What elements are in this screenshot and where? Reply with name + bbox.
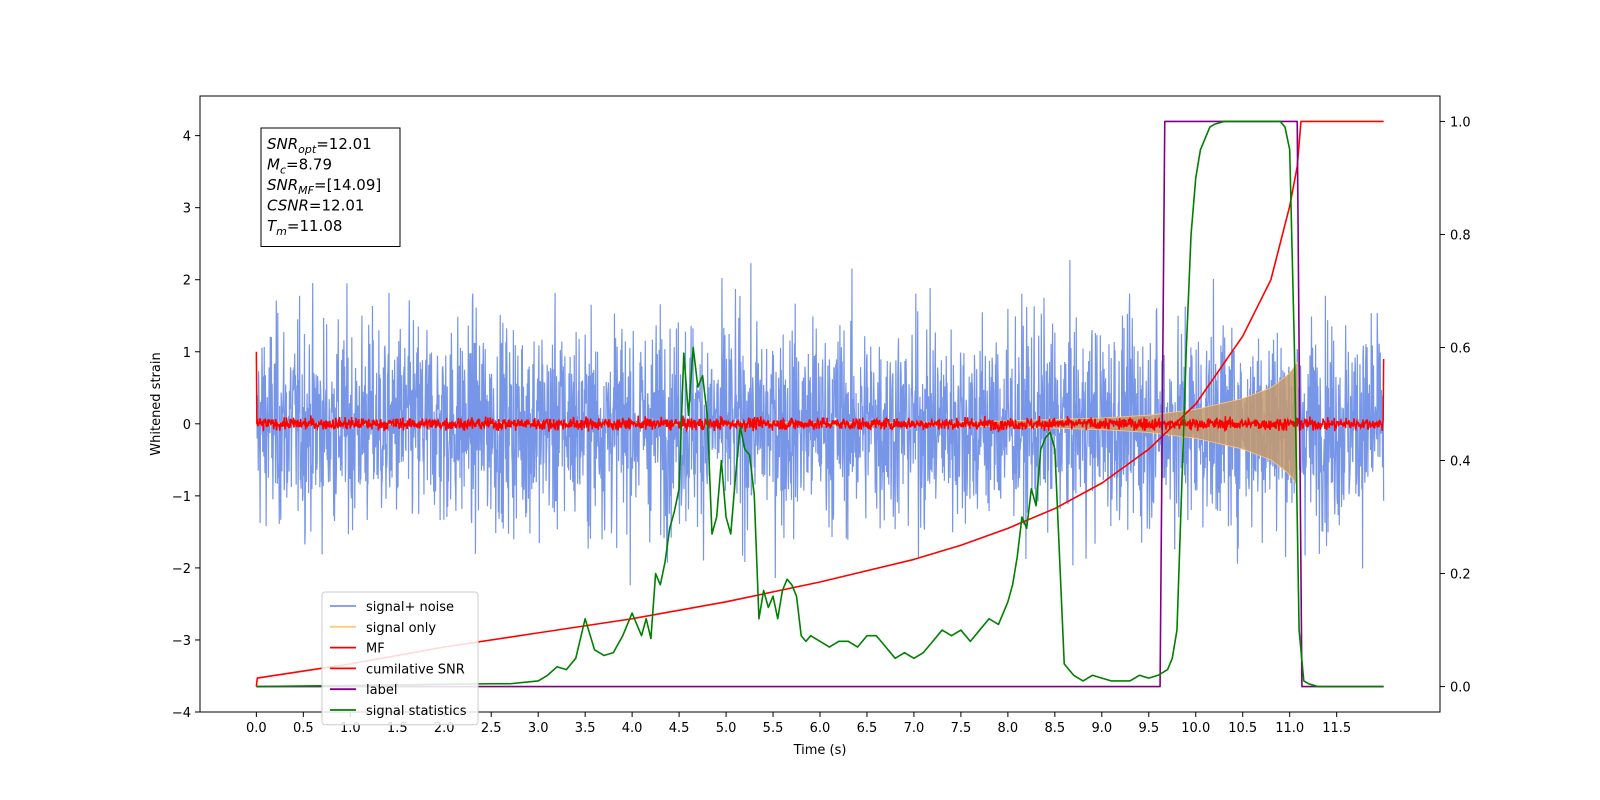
series-signal-noise [255, 259, 1385, 586]
legend-label: signal+ noise [366, 600, 454, 615]
y-tick-label: 3 [183, 202, 191, 217]
y-tick-label: 4 [183, 130, 191, 145]
legend-label: label [366, 683, 397, 698]
series-mf [255, 351, 1385, 433]
x-tick-label: 4.0 [622, 721, 643, 736]
x-tick-label: 0.5 [293, 721, 314, 736]
legend-frame [321, 591, 479, 726]
annotation-line: Mc=8.79 [267, 156, 332, 177]
legend-label: signal statistics [366, 704, 467, 719]
y-tick-label: −2 [172, 562, 191, 577]
y2-tick-label: 1.0 [1450, 115, 1471, 130]
y2-tick-label: 0.4 [1450, 455, 1471, 470]
x-tick-label: 11.5 [1322, 721, 1351, 736]
x-tick-label: 6.0 [810, 721, 831, 736]
x-tick-label: 7.0 [904, 721, 925, 736]
y-tick-label: 1 [183, 346, 191, 361]
annotation-frame [260, 127, 401, 247]
x-tick-label: 9.0 [1091, 721, 1112, 736]
x-tick-label: 3.5 [575, 721, 596, 736]
x-tick-label: 4.5 [669, 721, 690, 736]
annotation-line: SNRopt=12.01 [267, 135, 372, 156]
series-signal-statistics [256, 120, 1384, 688]
y2-tick-label: 0.8 [1450, 228, 1471, 243]
legend-label: MF [366, 642, 385, 657]
y-axis-label: Whitened strain [149, 352, 164, 455]
y2-tick-label: 0.0 [1450, 681, 1471, 696]
y-tick-label: −1 [172, 490, 191, 505]
axes-layer: 0.0 0.5 1.0 1.5 2.0 2.5 3.0 3.5 4.0 4.5 5.0 5.5 6.0 6… [172, 115, 1471, 736]
y2-tick-label: 0.2 [1450, 568, 1471, 583]
x-tick-label: 5.0 [716, 721, 737, 736]
annotation-box: SNRopt=12.01Mc=8.79SNRMF=[14.09]CSNR=12.… [260, 127, 401, 247]
annotation-line: CSNR=12.01 [267, 197, 364, 215]
x-tick-label: 5.5 [763, 721, 784, 736]
x-tick-label: 3.0 [528, 721, 549, 736]
x-tick-label: 10.5 [1228, 721, 1257, 736]
y-tick-label: −3 [172, 634, 191, 649]
x-tick-label: 9.5 [1138, 721, 1159, 736]
legend-label: signal only [366, 621, 436, 636]
y-tick-label: 0 [183, 418, 191, 433]
x-tick-label: 8.0 [998, 721, 1019, 736]
series-layer [255, 120, 1385, 688]
legend-label: cumilative SNR [366, 662, 465, 677]
x-tick-label: 10.0 [1181, 721, 1210, 736]
x-tick-label: 2.5 [481, 721, 502, 736]
y2-tick-label: 0.6 [1450, 341, 1471, 356]
x-axis-label: Time (s) [793, 743, 847, 758]
x-tick-label: 0.0 [246, 721, 267, 736]
legend: signal+ noise signal only MF cumilative SNR… [321, 591, 479, 726]
x-tick-label: 8.5 [1045, 721, 1066, 736]
x-tick-label: 7.5 [951, 721, 972, 736]
annotation-line: SNRMF=[14.09] [267, 176, 381, 197]
y-tick-label: −4 [172, 706, 191, 721]
x-tick-label: 6.5 [857, 721, 878, 736]
annotation-line: Tm=11.08 [267, 217, 342, 238]
y-tick-label: 2 [183, 274, 191, 289]
x-tick-label: 11.0 [1275, 721, 1304, 736]
